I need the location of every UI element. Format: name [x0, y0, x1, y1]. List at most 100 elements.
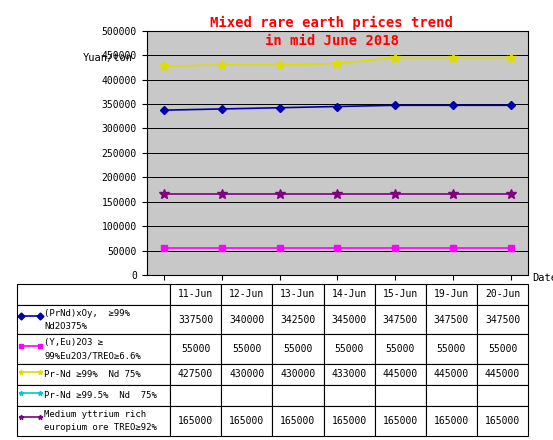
- Text: Date: Date: [533, 273, 553, 283]
- Text: Yuan/ton: Yuan/ton: [83, 53, 133, 63]
- Medium yttrium rich
europium ore TREO≥92%: [392, 192, 399, 197]
- (PrNd)xOy,  ≥99%
Nd2O375%: [276, 105, 283, 110]
- Text: Mixed rare earth prices trend
in mid June 2018: Mixed rare earth prices trend in mid Jun…: [210, 15, 453, 48]
- Bar: [272, 364, 324, 385]
- (Y,Eu)2O3 ≥
99%Eu2O3/TREO≥6.6%: [218, 246, 225, 251]
- Bar: [374, 385, 426, 406]
- Pr-Nd ≥99%  Nd 75%: [508, 55, 514, 60]
- Text: 55000: 55000: [232, 344, 262, 354]
- Text: (Y,Eu)2O3 ≥: (Y,Eu)2O3 ≥: [44, 338, 103, 347]
- (Y,Eu)2O3 ≥
99%Eu2O3/TREO≥6.6%: [160, 246, 167, 251]
- Line: (PrNd)xOy,  ≥99%
Nd2O375%: (PrNd)xOy, ≥99% Nd2O375%: [161, 103, 514, 113]
- (Y,Eu)2O3 ≥
99%Eu2O3/TREO≥6.6%: [334, 246, 341, 251]
- (PrNd)xOy,  ≥99%
Nd2O375%: [450, 103, 456, 108]
- Bar: [324, 406, 375, 436]
- Text: 55000: 55000: [283, 344, 312, 354]
- Bar: [170, 284, 221, 305]
- Bar: [426, 406, 477, 436]
- Bar: [170, 385, 221, 406]
- Text: 445000: 445000: [383, 370, 418, 379]
- Bar: [221, 385, 272, 406]
- Text: 427500: 427500: [178, 370, 213, 379]
- Bar: [17, 406, 170, 436]
- Text: 445000: 445000: [434, 370, 469, 379]
- Text: 55000: 55000: [385, 344, 415, 354]
- Pr-Nd ≥99%  Nd 75%: [392, 55, 399, 60]
- Medium yttrium rich
europium ore TREO≥92%: [218, 192, 225, 197]
- Text: 337500: 337500: [178, 315, 213, 325]
- Text: Pr-Nd ≥99.5%  Nd  75%: Pr-Nd ≥99.5% Nd 75%: [44, 391, 157, 400]
- Bar: [170, 406, 221, 436]
- Medium yttrium rich
europium ore TREO≥92%: [450, 192, 456, 197]
- Text: 99%Eu2O3/TREO≥6.6%: 99%Eu2O3/TREO≥6.6%: [44, 351, 141, 360]
- Text: 14-Jun: 14-Jun: [331, 290, 367, 299]
- Bar: [17, 334, 170, 364]
- Bar: [272, 385, 324, 406]
- Pr-Nd ≥99%  Nd 75%: [334, 61, 341, 66]
- (PrNd)xOy,  ≥99%
Nd2O375%: [508, 103, 514, 108]
- Bar: [324, 305, 375, 334]
- Bar: [374, 334, 426, 364]
- Bar: [426, 284, 477, 305]
- Text: 55000: 55000: [488, 344, 517, 354]
- Line: (Y,Eu)2O3 ≥
99%Eu2O3/TREO≥6.6%: (Y,Eu)2O3 ≥ 99%Eu2O3/TREO≥6.6%: [161, 246, 514, 251]
- (Y,Eu)2O3 ≥
99%Eu2O3/TREO≥6.6%: [508, 246, 514, 251]
- Bar: [426, 334, 477, 364]
- Bar: [170, 305, 221, 334]
- Text: (PrNd)xOy,  ≥99%: (PrNd)xOy, ≥99%: [44, 308, 131, 318]
- Text: Medium yttrium rich: Medium yttrium rich: [44, 410, 147, 419]
- Bar: [17, 364, 170, 385]
- Text: 165000: 165000: [229, 416, 264, 426]
- Text: 347500: 347500: [434, 315, 469, 325]
- Bar: [272, 284, 324, 305]
- Bar: [324, 284, 375, 305]
- Text: 430000: 430000: [280, 370, 316, 379]
- (PrNd)xOy,  ≥99%
Nd2O375%: [392, 103, 399, 108]
- (Y,Eu)2O3 ≥
99%Eu2O3/TREO≥6.6%: [392, 246, 399, 251]
- Line: Medium yttrium rich
europium ore TREO≥92%: Medium yttrium rich europium ore TREO≥92…: [159, 190, 515, 199]
- Bar: [477, 305, 528, 334]
- Medium yttrium rich
europium ore TREO≥92%: [508, 192, 514, 197]
- Medium yttrium rich
europium ore TREO≥92%: [334, 192, 341, 197]
- Text: 347500: 347500: [485, 315, 520, 325]
- Bar: [374, 364, 426, 385]
- (PrNd)xOy,  ≥99%
Nd2O375%: [218, 106, 225, 112]
- Bar: [17, 305, 170, 334]
- Bar: [221, 305, 272, 334]
- Pr-Nd ≥99%  Nd 75%: [160, 63, 167, 69]
- Text: 15-Jun: 15-Jun: [383, 290, 418, 299]
- Pr-Nd ≥99%  Nd 75%: [276, 62, 283, 68]
- Text: 165000: 165000: [331, 416, 367, 426]
- Bar: [426, 385, 477, 406]
- Bar: [477, 334, 528, 364]
- Text: 11-Jun: 11-Jun: [178, 290, 213, 299]
- Text: 13-Jun: 13-Jun: [280, 290, 316, 299]
- Bar: [477, 406, 528, 436]
- Text: 165000: 165000: [178, 416, 213, 426]
- Text: 55000: 55000: [181, 344, 210, 354]
- Bar: [17, 385, 170, 406]
- Text: 12-Jun: 12-Jun: [229, 290, 264, 299]
- Bar: [477, 364, 528, 385]
- Bar: [477, 385, 528, 406]
- Bar: [426, 364, 477, 385]
- Bar: [221, 334, 272, 364]
- Medium yttrium rich
europium ore TREO≥92%: [276, 192, 283, 197]
- (Y,Eu)2O3 ≥
99%Eu2O3/TREO≥6.6%: [276, 246, 283, 251]
- Text: Nd2O375%: Nd2O375%: [44, 322, 87, 330]
- Text: 433000: 433000: [331, 370, 367, 379]
- Text: 340000: 340000: [229, 315, 264, 325]
- Bar: [374, 305, 426, 334]
- Text: Pr-Nd ≥99%  Nd 75%: Pr-Nd ≥99% Nd 75%: [44, 370, 141, 379]
- Bar: [170, 364, 221, 385]
- Text: 165000: 165000: [434, 416, 469, 426]
- Text: 165000: 165000: [485, 416, 520, 426]
- Bar: [272, 334, 324, 364]
- Text: europium ore TREO≥92%: europium ore TREO≥92%: [44, 423, 157, 432]
- Text: 55000: 55000: [437, 344, 466, 354]
- Text: 19-Jun: 19-Jun: [434, 290, 469, 299]
- Bar: [374, 406, 426, 436]
- Bar: [272, 406, 324, 436]
- Text: 345000: 345000: [331, 315, 367, 325]
- Text: 20-Jun: 20-Jun: [485, 290, 520, 299]
